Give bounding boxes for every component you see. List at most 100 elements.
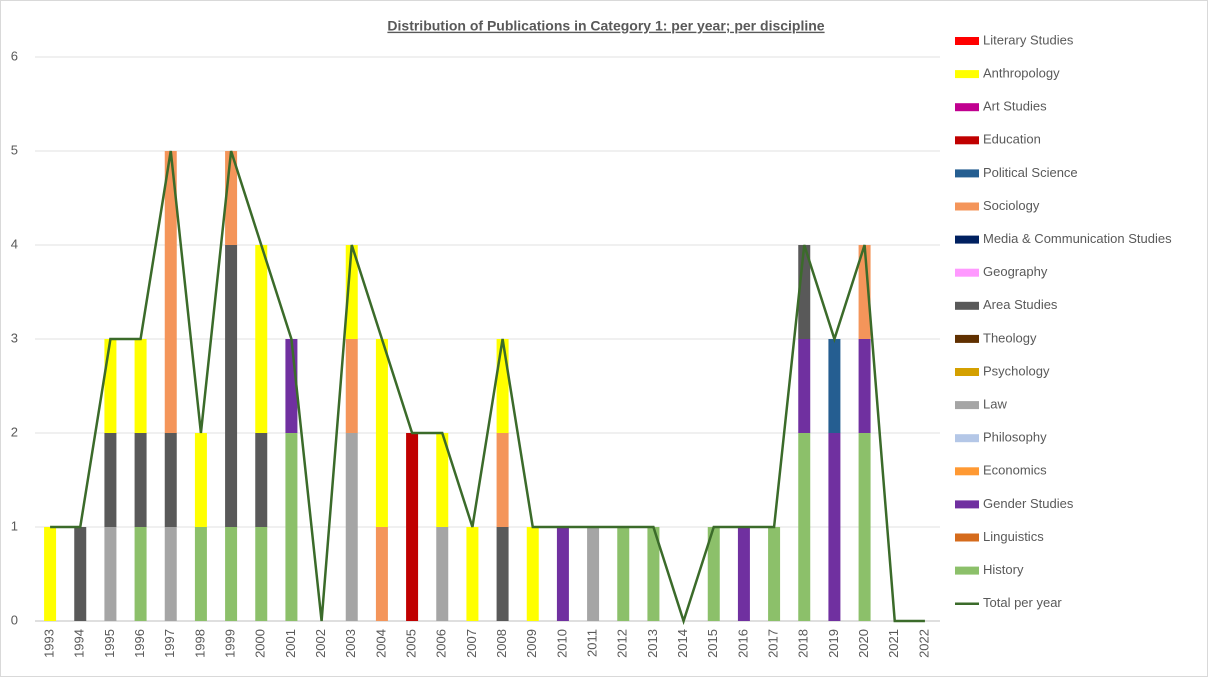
bar-segment — [496, 527, 509, 621]
legend-label: Media & Communication Studies — [983, 231, 1172, 246]
bar-segment — [164, 151, 177, 433]
legend-swatch — [955, 136, 979, 145]
bar-segment — [225, 245, 238, 527]
bar-segment — [194, 527, 207, 621]
bar-segment — [164, 433, 177, 527]
x-tick-label: 1996 — [132, 629, 147, 658]
bar-segment — [255, 245, 268, 433]
bar-segment — [798, 339, 811, 433]
x-tick-label: 2001 — [283, 629, 298, 658]
legend-label: Political Science — [983, 165, 1078, 180]
x-tick-label: 2021 — [886, 629, 901, 658]
legend-label: Education — [983, 132, 1041, 147]
x-tick-label: 2014 — [675, 629, 690, 658]
bar-segment — [74, 527, 87, 621]
x-tick-label: 2019 — [826, 629, 841, 658]
bar-segment — [556, 527, 569, 621]
legend-swatch — [955, 103, 979, 112]
x-tick-label: 2010 — [554, 629, 569, 658]
legend-label: Psychology — [983, 363, 1050, 378]
total-line — [50, 150, 925, 626]
y-tick-label: 4 — [11, 236, 18, 251]
legend-label: Economics — [983, 463, 1047, 478]
x-tick-label: 2002 — [313, 629, 328, 658]
y-tick-label: 1 — [11, 518, 18, 533]
bar-segment — [496, 433, 509, 527]
legend-swatch — [955, 368, 979, 376]
bar-segment — [617, 527, 630, 621]
bar-segment — [375, 339, 388, 527]
bar-segment — [104, 433, 117, 527]
bar-segment — [285, 433, 298, 621]
bar-segment — [225, 527, 238, 621]
legend-swatch — [955, 70, 979, 79]
x-tick-label: 2000 — [253, 629, 268, 658]
x-tick-label: 2006 — [434, 629, 449, 658]
legend-swatch — [955, 235, 979, 244]
x-tick-label: 2015 — [705, 629, 720, 658]
bar-segment — [164, 527, 177, 621]
bar-segment — [858, 433, 871, 621]
legend-label: Sociology — [983, 198, 1040, 213]
legend-swatch — [955, 169, 979, 178]
bar-segment — [768, 527, 781, 621]
x-tick-label: 2012 — [615, 629, 630, 658]
x-tick-label: 1999 — [223, 629, 238, 658]
bar-segment — [375, 527, 388, 621]
legend-swatch — [955, 268, 979, 277]
x-tick-label: 2018 — [796, 629, 811, 658]
legend-label: Theology — [983, 330, 1037, 345]
y-tick-label: 3 — [11, 330, 18, 345]
x-tick-label: 2011 — [585, 629, 600, 657]
x-tick-label: 1993 — [42, 629, 57, 658]
bar-segment — [134, 527, 147, 621]
x-tick-label: 1994 — [72, 629, 87, 658]
bar-segment — [526, 527, 539, 621]
legend-swatch — [955, 467, 979, 476]
bar-segment — [406, 433, 419, 621]
y-tick-label: 5 — [11, 142, 18, 157]
y-tick-label: 6 — [11, 48, 18, 63]
bar-segment — [496, 339, 509, 433]
legend-swatch — [955, 500, 979, 509]
bar-segment — [707, 527, 720, 621]
x-tick-label: 2007 — [464, 629, 479, 658]
bar-segment — [255, 433, 268, 527]
bar-segment — [798, 433, 811, 621]
bar-segment — [737, 527, 750, 621]
legend-label: Gender Studies — [983, 496, 1074, 511]
legend-label: Philosophy — [983, 430, 1047, 445]
legend-swatch — [955, 401, 979, 410]
bar-segment — [134, 339, 147, 433]
bar-segment — [255, 527, 268, 621]
legend-label: Literary Studies — [983, 32, 1074, 47]
x-tick-label: 2013 — [645, 629, 660, 658]
bar-segment — [436, 433, 449, 527]
x-tick-label: 2020 — [856, 629, 871, 658]
bar-segment — [194, 433, 207, 527]
legend-swatch — [955, 301, 979, 310]
bar-segment — [345, 339, 358, 433]
chart-title: Distribution of Publications in Category… — [387, 18, 824, 34]
bar-segment — [466, 527, 479, 621]
x-tick-label: 2022 — [916, 629, 931, 658]
legend-label: History — [983, 562, 1024, 577]
legend-swatch — [955, 566, 979, 575]
legend-swatch — [955, 434, 979, 443]
x-tick-label: 1997 — [162, 629, 177, 658]
bar-segment — [587, 527, 600, 621]
legend-label: Art Studies — [983, 99, 1047, 114]
legend-label: Geography — [983, 264, 1048, 279]
bar-segment — [647, 527, 660, 621]
x-tick-label: 1995 — [102, 629, 117, 658]
legend-label: Law — [983, 397, 1007, 412]
x-tick-label: 1998 — [192, 629, 207, 658]
legend-label: Linguistics — [983, 529, 1044, 544]
x-tick-label: 2003 — [343, 629, 358, 658]
x-tick-label: 2004 — [373, 629, 388, 658]
bar-segment — [134, 433, 147, 527]
bar-segment — [828, 339, 841, 433]
legend-swatch — [955, 37, 979, 45]
legend-swatch — [955, 202, 979, 211]
